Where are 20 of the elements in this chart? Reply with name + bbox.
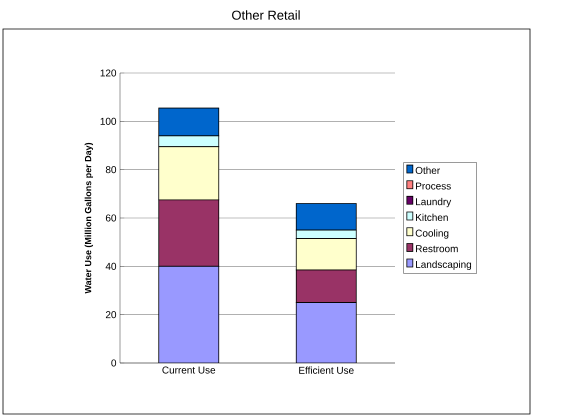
- x-tick-label: Current Use: [162, 366, 216, 374]
- y-tick-label: 120: [100, 69, 116, 77]
- y-tick-label: 40: [106, 262, 116, 270]
- y-tick-label: 0: [111, 359, 116, 367]
- legend-label: Landscaping: [416, 260, 472, 270]
- legend-label: Other: [416, 166, 440, 174]
- x-tick-label: Efficient Use: [299, 366, 354, 374]
- y-axis-title: Water Use (Million Gallons per Day): [84, 142, 94, 294]
- legend-label: Restroom: [416, 245, 458, 252]
- y-tick-label: 20: [106, 311, 116, 318]
- legend-label: Cooling: [416, 229, 448, 239]
- bar: [296, 302, 357, 363]
- bar: [158, 266, 220, 363]
- legend-label: Laundry: [416, 198, 452, 208]
- legend-label: Kitchen: [416, 214, 448, 221]
- y-tick-label: 80: [106, 166, 116, 174]
- legend-label: Process: [416, 182, 451, 190]
- y-tick-label: 100: [100, 118, 116, 125]
- y-tick-label: 60: [106, 214, 116, 222]
- chart-title: Other Retail: [232, 10, 300, 20]
